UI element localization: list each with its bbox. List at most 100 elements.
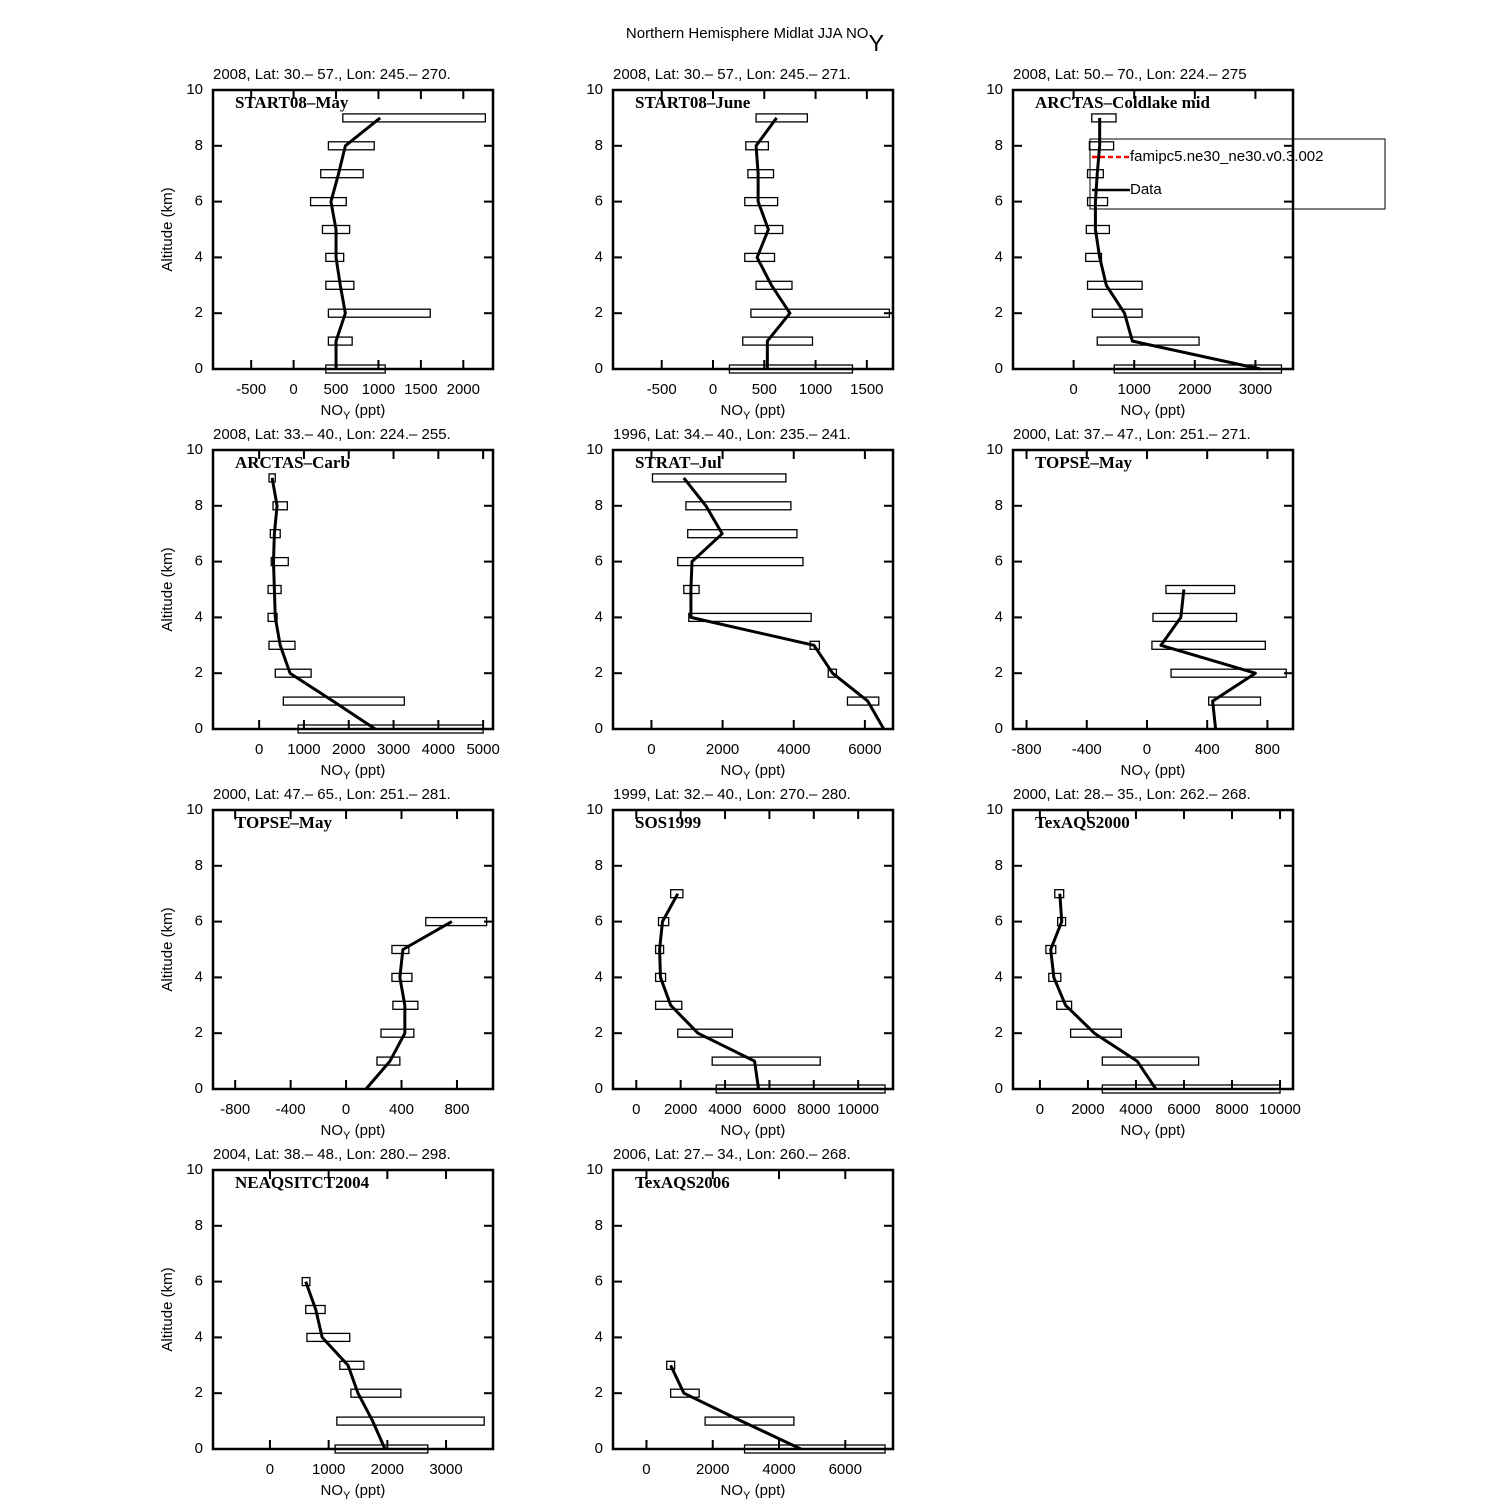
x-axis-label-part: NO xyxy=(321,762,344,779)
y-axis-label: Altitude (km) xyxy=(159,1267,176,1351)
plot-frame xyxy=(211,448,495,731)
range-box xyxy=(651,473,787,483)
plot-frame xyxy=(1011,808,1295,1091)
range-box xyxy=(350,1388,402,1398)
range-box xyxy=(744,196,779,207)
x-axis-label-part: (ppt) xyxy=(350,1482,385,1499)
y-tick-label: 6 xyxy=(195,1273,203,1290)
y-axis-label: Altitude (km) xyxy=(159,907,176,991)
x-tick-label: -400 xyxy=(1072,741,1102,758)
x-tick-label: 1000 xyxy=(312,1461,345,1478)
panel-label: TOPSE–May xyxy=(1035,453,1132,472)
x-tick-label: 800 xyxy=(444,1101,469,1118)
y-tick-label: 8 xyxy=(195,497,203,514)
profile-line xyxy=(754,117,792,369)
profile-line xyxy=(658,892,761,1090)
x-tick-label: 2000 xyxy=(332,741,365,758)
panel-title: 2008, Lat: 50.– 70., Lon: 224.– 275 xyxy=(1013,66,1247,83)
range-box xyxy=(336,1416,485,1426)
x-axis-label: NOY (ppt) xyxy=(721,1122,786,1142)
range-box xyxy=(1101,1084,1281,1094)
profile-line xyxy=(1159,589,1257,730)
x-axis-label-part: NO xyxy=(1121,402,1144,419)
x-tick-label: -400 xyxy=(276,1101,306,1118)
panel-label: START08–May xyxy=(235,93,349,112)
y-tick-label: 8 xyxy=(595,137,603,154)
profile-line xyxy=(304,1281,387,1450)
panel-label: SOS1999 xyxy=(635,813,701,832)
range-box xyxy=(270,556,289,567)
x-axis-label-part: Y xyxy=(743,410,751,422)
x-tick-label: 3000 xyxy=(1239,381,1272,398)
y-tick-label: 6 xyxy=(995,193,1003,210)
range-box xyxy=(274,668,312,678)
x-tick-label: 8000 xyxy=(1215,1101,1248,1118)
y-tick-label: 2 xyxy=(195,1024,203,1041)
x-axis-label-part: NO xyxy=(721,1482,744,1499)
range-box xyxy=(1170,668,1287,678)
range-box xyxy=(687,529,798,539)
range-box xyxy=(342,113,487,123)
range-box xyxy=(1152,612,1238,623)
x-axis-label: NOY (ppt) xyxy=(721,402,786,422)
x-axis-label-part: Y xyxy=(343,770,351,782)
y-tick-label: 0 xyxy=(995,360,1003,377)
x-tick-label: -500 xyxy=(236,381,266,398)
panel-label: STRAT–Jul xyxy=(635,453,722,472)
range-box xyxy=(1086,169,1104,179)
range-box xyxy=(334,1444,429,1454)
y-tick-label: 10 xyxy=(186,441,203,458)
range-box xyxy=(1088,141,1115,151)
x-axis-label: NOY (ppt) xyxy=(321,1482,386,1502)
x-axis-label: NOY (ppt) xyxy=(321,1122,386,1142)
profile-line xyxy=(329,116,382,369)
y-tick-label: 8 xyxy=(195,1217,203,1234)
y-tick-label: 4 xyxy=(995,248,1003,265)
x-tick-label: 2000 xyxy=(371,1461,404,1478)
y-tick-label: 10 xyxy=(586,81,603,98)
y-tick-label: 10 xyxy=(586,801,603,818)
y-tick-label: 6 xyxy=(995,913,1003,930)
plot-frame xyxy=(1011,448,1295,731)
x-tick-label: 1500 xyxy=(404,381,437,398)
y-tick-label: 0 xyxy=(595,1440,603,1457)
y-tick-label: 10 xyxy=(986,441,1003,458)
y-tick-label: 4 xyxy=(195,968,203,985)
y-tick-label: 8 xyxy=(995,137,1003,154)
x-tick-label: 400 xyxy=(1195,741,1220,758)
x-axis-label-part: (ppt) xyxy=(750,1122,785,1139)
x-axis-label-part: NO xyxy=(1121,1122,1144,1139)
x-tick-label: 1000 xyxy=(287,741,320,758)
y-tick-label: 2 xyxy=(595,304,603,321)
y-tick-label: 0 xyxy=(195,720,203,737)
y-tick-label: 4 xyxy=(195,248,203,265)
x-axis-label-part: (ppt) xyxy=(350,762,385,779)
x-axis-label-part: NO xyxy=(721,1122,744,1139)
y-tick-label: 8 xyxy=(995,497,1003,514)
panel-title: 2008, Lat: 30.– 57., Lon: 245.– 271. xyxy=(613,66,851,83)
plot-frame xyxy=(611,448,895,731)
x-axis-label-part: Y xyxy=(343,1130,351,1142)
x-tick-label: 2000 xyxy=(696,1461,729,1478)
x-axis-label: NOY (ppt) xyxy=(1121,402,1186,422)
x-tick-label: 2000 xyxy=(706,741,739,758)
x-tick-label: 4000 xyxy=(777,741,810,758)
profile-line xyxy=(682,476,886,730)
y-tick-label: 10 xyxy=(586,441,603,458)
x-tick-label: 4000 xyxy=(708,1101,741,1118)
profile-line xyxy=(270,477,377,731)
legend-box xyxy=(1089,138,1386,210)
range-box xyxy=(297,724,484,734)
y-tick-label: 0 xyxy=(995,720,1003,737)
plot-frame xyxy=(1011,88,1295,371)
x-tick-label: -500 xyxy=(647,381,677,398)
y-tick-label: 2 xyxy=(595,1024,603,1041)
y-tick-label: 2 xyxy=(995,304,1003,321)
y-tick-label: 8 xyxy=(595,1217,603,1234)
y-tick-label: 0 xyxy=(995,1080,1003,1097)
x-tick-label: 800 xyxy=(1255,741,1280,758)
y-tick-label: 0 xyxy=(595,1080,603,1097)
profile-line xyxy=(1093,117,1261,371)
panel-title: 2000, Lat: 28.– 35., Lon: 262.– 268. xyxy=(1013,786,1251,803)
